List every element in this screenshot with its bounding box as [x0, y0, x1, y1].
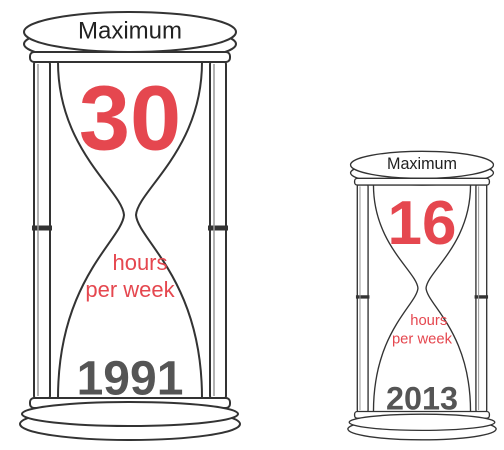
infographic: Maximum30hoursper week1991Maximum16hours…	[0, 0, 504, 450]
label: Maximum	[387, 155, 457, 173]
unit: per week	[85, 277, 175, 302]
top-band	[355, 178, 490, 185]
unit: hours	[112, 250, 167, 275]
unit: per week	[392, 331, 453, 347]
hours-number: 30	[79, 67, 181, 169]
unit: hours	[410, 313, 447, 329]
hours-number: 16	[388, 189, 457, 258]
year: 2013	[386, 380, 458, 416]
base	[349, 414, 495, 430]
top-band	[30, 52, 230, 62]
label: Maximum	[78, 17, 182, 44]
hourglass: Maximum 16 hours per week 2013	[348, 151, 496, 439]
year: 1991	[77, 353, 184, 406]
